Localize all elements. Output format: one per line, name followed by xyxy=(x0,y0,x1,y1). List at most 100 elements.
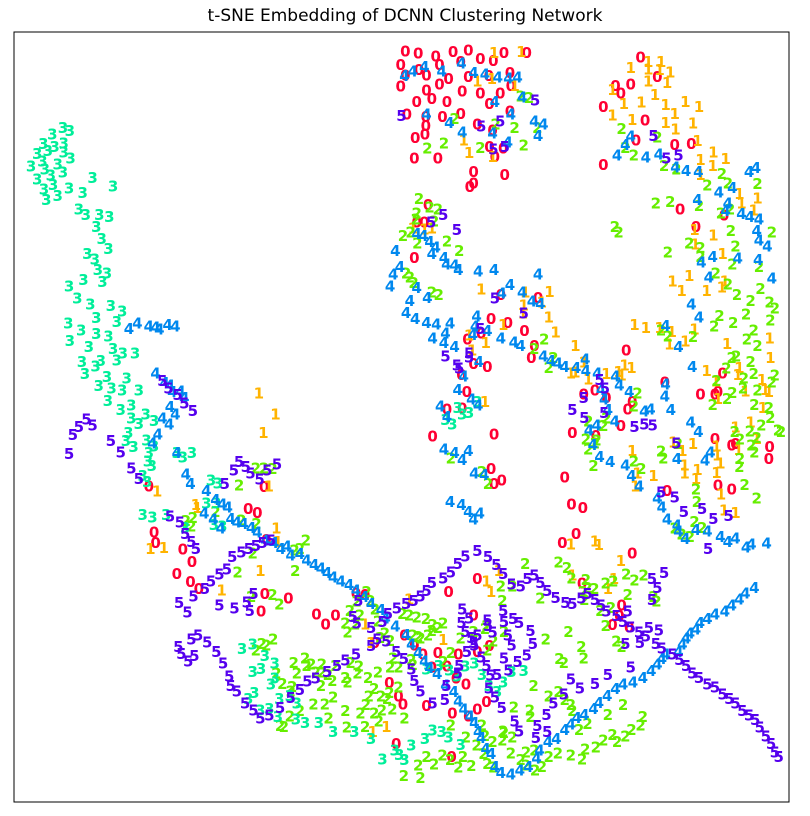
point-digit-5: 5 xyxy=(421,582,431,600)
point-digit-4: 4 xyxy=(692,191,702,209)
point-digit-1: 1 xyxy=(625,59,635,77)
point-digit-0: 0 xyxy=(484,67,494,85)
point-digit-3: 3 xyxy=(97,273,107,291)
point-digit-0: 0 xyxy=(455,53,465,71)
point-digit-3: 3 xyxy=(32,145,42,163)
point-digit-5: 5 xyxy=(454,360,464,378)
point-digit-2: 2 xyxy=(590,434,600,452)
point-digit-0: 0 xyxy=(391,735,401,753)
point-digit-4: 4 xyxy=(581,362,591,380)
point-digit-5: 5 xyxy=(232,683,242,701)
point-digit-5: 5 xyxy=(255,710,265,728)
point-digit-5: 5 xyxy=(68,426,78,444)
point-digit-2: 2 xyxy=(525,708,535,726)
point-digit-3: 3 xyxy=(102,265,112,283)
point-digit-4: 4 xyxy=(471,308,481,326)
point-digit-5: 5 xyxy=(647,570,657,588)
point-digit-2: 2 xyxy=(480,727,490,745)
point-digit-5: 5 xyxy=(590,591,600,609)
point-digit-1: 1 xyxy=(476,281,486,299)
point-digit-2: 2 xyxy=(652,128,662,146)
point-digit-2: 2 xyxy=(411,211,421,229)
point-digit-5: 5 xyxy=(567,401,577,419)
point-digit-4: 4 xyxy=(610,413,620,431)
point-digit-4: 4 xyxy=(761,535,771,553)
point-digit-3: 3 xyxy=(123,424,133,442)
point-digit-4: 4 xyxy=(431,315,441,333)
point-digit-4: 4 xyxy=(533,266,543,284)
point-digit-5: 5 xyxy=(469,637,479,655)
point-digit-5: 5 xyxy=(272,456,282,474)
point-digit-4: 4 xyxy=(720,202,730,220)
point-digit-4: 4 xyxy=(410,310,420,328)
point-digit-5: 5 xyxy=(766,735,776,753)
point-digit-5: 5 xyxy=(496,699,506,717)
point-digit-2: 2 xyxy=(765,312,775,330)
point-digit-1: 1 xyxy=(689,321,699,339)
point-digit-1: 1 xyxy=(486,583,496,601)
point-digit-4: 4 xyxy=(681,162,691,180)
point-digit-0: 0 xyxy=(490,148,500,166)
point-digit-1: 1 xyxy=(679,456,689,474)
point-digit-4: 4 xyxy=(506,765,516,783)
point-digit-2: 2 xyxy=(770,367,780,385)
point-digit-4: 4 xyxy=(445,493,455,511)
point-digit-4: 4 xyxy=(175,382,185,400)
point-digit-2: 2 xyxy=(752,382,762,400)
point-digit-5: 5 xyxy=(262,462,272,480)
point-digit-3: 3 xyxy=(37,152,47,170)
point-digit-3: 3 xyxy=(149,412,159,430)
point-digit-0: 0 xyxy=(713,383,723,401)
point-digit-5: 5 xyxy=(401,595,411,613)
point-digit-0: 0 xyxy=(457,82,467,100)
point-digit-2: 2 xyxy=(714,307,724,325)
point-digit-3: 3 xyxy=(452,667,462,685)
point-digit-0: 0 xyxy=(607,616,617,634)
point-digit-2: 2 xyxy=(728,314,738,332)
point-digit-5: 5 xyxy=(661,149,671,167)
point-digit-3: 3 xyxy=(48,176,58,194)
point-digit-4: 4 xyxy=(165,376,175,394)
point-digit-2: 2 xyxy=(574,721,584,739)
point-digit-4: 4 xyxy=(388,266,398,284)
point-digit-0: 0 xyxy=(430,48,440,66)
point-digit-1: 1 xyxy=(680,93,690,111)
point-digit-3: 3 xyxy=(469,655,479,673)
point-digit-3: 3 xyxy=(112,313,122,331)
point-digit-2: 2 xyxy=(181,512,191,530)
point-digit-4: 4 xyxy=(411,225,421,243)
point-digit-3: 3 xyxy=(477,666,487,684)
point-digit-0: 0 xyxy=(399,627,409,645)
point-digit-2: 2 xyxy=(616,120,626,138)
point-digit-0: 0 xyxy=(627,545,637,563)
point-digit-5: 5 xyxy=(462,643,472,661)
point-digit-0: 0 xyxy=(503,314,513,332)
point-digit-5: 5 xyxy=(600,379,610,397)
point-digit-5: 5 xyxy=(468,634,478,652)
point-digit-0: 0 xyxy=(455,105,465,123)
point-digit-0: 0 xyxy=(421,82,431,100)
point-digit-3: 3 xyxy=(94,206,104,224)
point-digit-5: 5 xyxy=(601,603,611,621)
point-digit-3: 3 xyxy=(115,401,125,419)
point-digit-2: 2 xyxy=(580,741,590,759)
point-digit-5: 5 xyxy=(438,569,448,587)
point-digit-1: 1 xyxy=(216,581,226,599)
point-digit-3: 3 xyxy=(149,437,159,455)
point-digit-2: 2 xyxy=(382,690,392,708)
point-digit-2: 2 xyxy=(583,440,593,458)
point-digit-1: 1 xyxy=(408,220,418,238)
point-digit-5: 5 xyxy=(498,602,508,620)
point-digit-2: 2 xyxy=(251,642,261,660)
point-digit-2: 2 xyxy=(352,664,362,682)
point-digit-0: 0 xyxy=(675,201,685,219)
point-digit-0: 0 xyxy=(521,44,531,62)
point-digit-2: 2 xyxy=(598,732,608,750)
point-digit-2: 2 xyxy=(364,688,374,706)
point-digit-4: 4 xyxy=(551,730,561,748)
point-digit-1: 1 xyxy=(667,272,677,290)
point-digit-4: 4 xyxy=(744,163,754,181)
point-digit-1: 1 xyxy=(734,359,744,377)
point-digit-2: 2 xyxy=(251,459,261,477)
point-digit-5: 5 xyxy=(491,556,501,574)
